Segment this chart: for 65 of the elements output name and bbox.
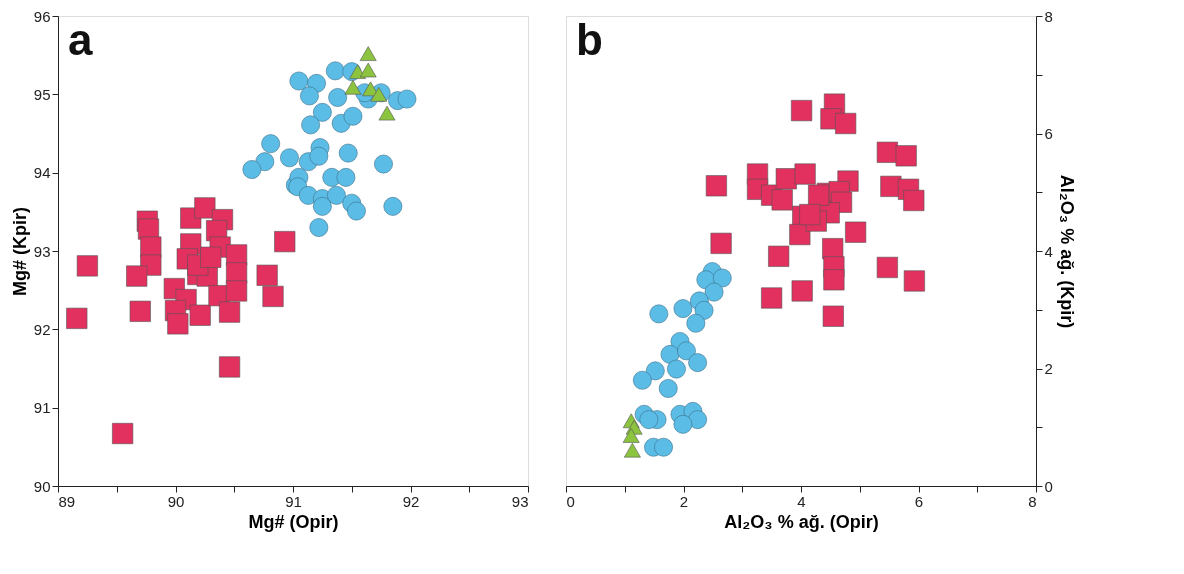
x-tick-label: 89 [58, 492, 76, 510]
point [876, 256, 898, 278]
point [799, 204, 821, 226]
point [639, 410, 659, 429]
x-tick-label: 8 [1028, 492, 1037, 510]
point [654, 437, 673, 457]
point [895, 145, 917, 167]
point [632, 370, 652, 390]
y-tick-label: 94 [33, 164, 51, 182]
point [761, 287, 783, 309]
y2-tick-label: 8 [1044, 7, 1053, 25]
y-tick-label: 96 [33, 7, 51, 25]
point [791, 100, 813, 122]
point [677, 341, 696, 361]
point [794, 163, 816, 185]
x-tick-label: 91 [285, 492, 302, 510]
point [673, 299, 693, 318]
point [835, 112, 857, 135]
y2-axis-title: Al₂O₃ % ağ. (Kpir) [1056, 174, 1077, 329]
point [658, 379, 678, 398]
x-axis-title: Mg# (Opir) [248, 511, 339, 532]
point [768, 245, 790, 267]
annotation: a [68, 15, 93, 64]
x-tick-label: 90 [167, 492, 185, 510]
point [903, 270, 925, 292]
y2-tick-label: 4 [1044, 242, 1053, 260]
x-tick-label: 4 [797, 492, 806, 510]
point [688, 410, 707, 429]
point [649, 304, 669, 324]
point [667, 359, 686, 379]
point [808, 184, 830, 206]
point [791, 280, 813, 302]
point [686, 313, 706, 333]
y-tick-label: 92 [33, 320, 51, 338]
y-tick-label: 90 [33, 477, 51, 495]
y2-tick-label: 2 [1044, 360, 1053, 377]
point [789, 224, 811, 246]
point [710, 232, 732, 254]
point [903, 189, 925, 212]
x-tick-label: 93 [511, 492, 529, 510]
x-tick-label: 92 [402, 492, 420, 510]
y2-tick-label: 6 [1044, 125, 1053, 142]
point [845, 221, 867, 243]
y-tick-label: 93 [33, 242, 51, 260]
annotation: b [576, 15, 603, 64]
x-tick-label: 6 [914, 492, 924, 510]
point [622, 428, 640, 443]
y-axis-title: Mg# (Kpir) [9, 207, 30, 296]
x-tick-label: 2 [679, 492, 689, 510]
point [688, 353, 707, 372]
point [645, 361, 665, 381]
point [822, 305, 844, 327]
point [771, 189, 793, 211]
point [704, 282, 724, 302]
point [823, 269, 845, 291]
point [705, 175, 727, 197]
y2-tick-label: 0 [1044, 477, 1053, 495]
point [712, 268, 732, 288]
point [694, 300, 714, 320]
y-tick-label: 91 [33, 399, 51, 417]
y-tick-label: 95 [33, 85, 51, 103]
point [673, 414, 693, 434]
x-axis-title: Al₂O₃ % ağ. (Opir) [724, 511, 879, 532]
x-tick-label: 0 [566, 492, 575, 510]
point [624, 442, 641, 458]
